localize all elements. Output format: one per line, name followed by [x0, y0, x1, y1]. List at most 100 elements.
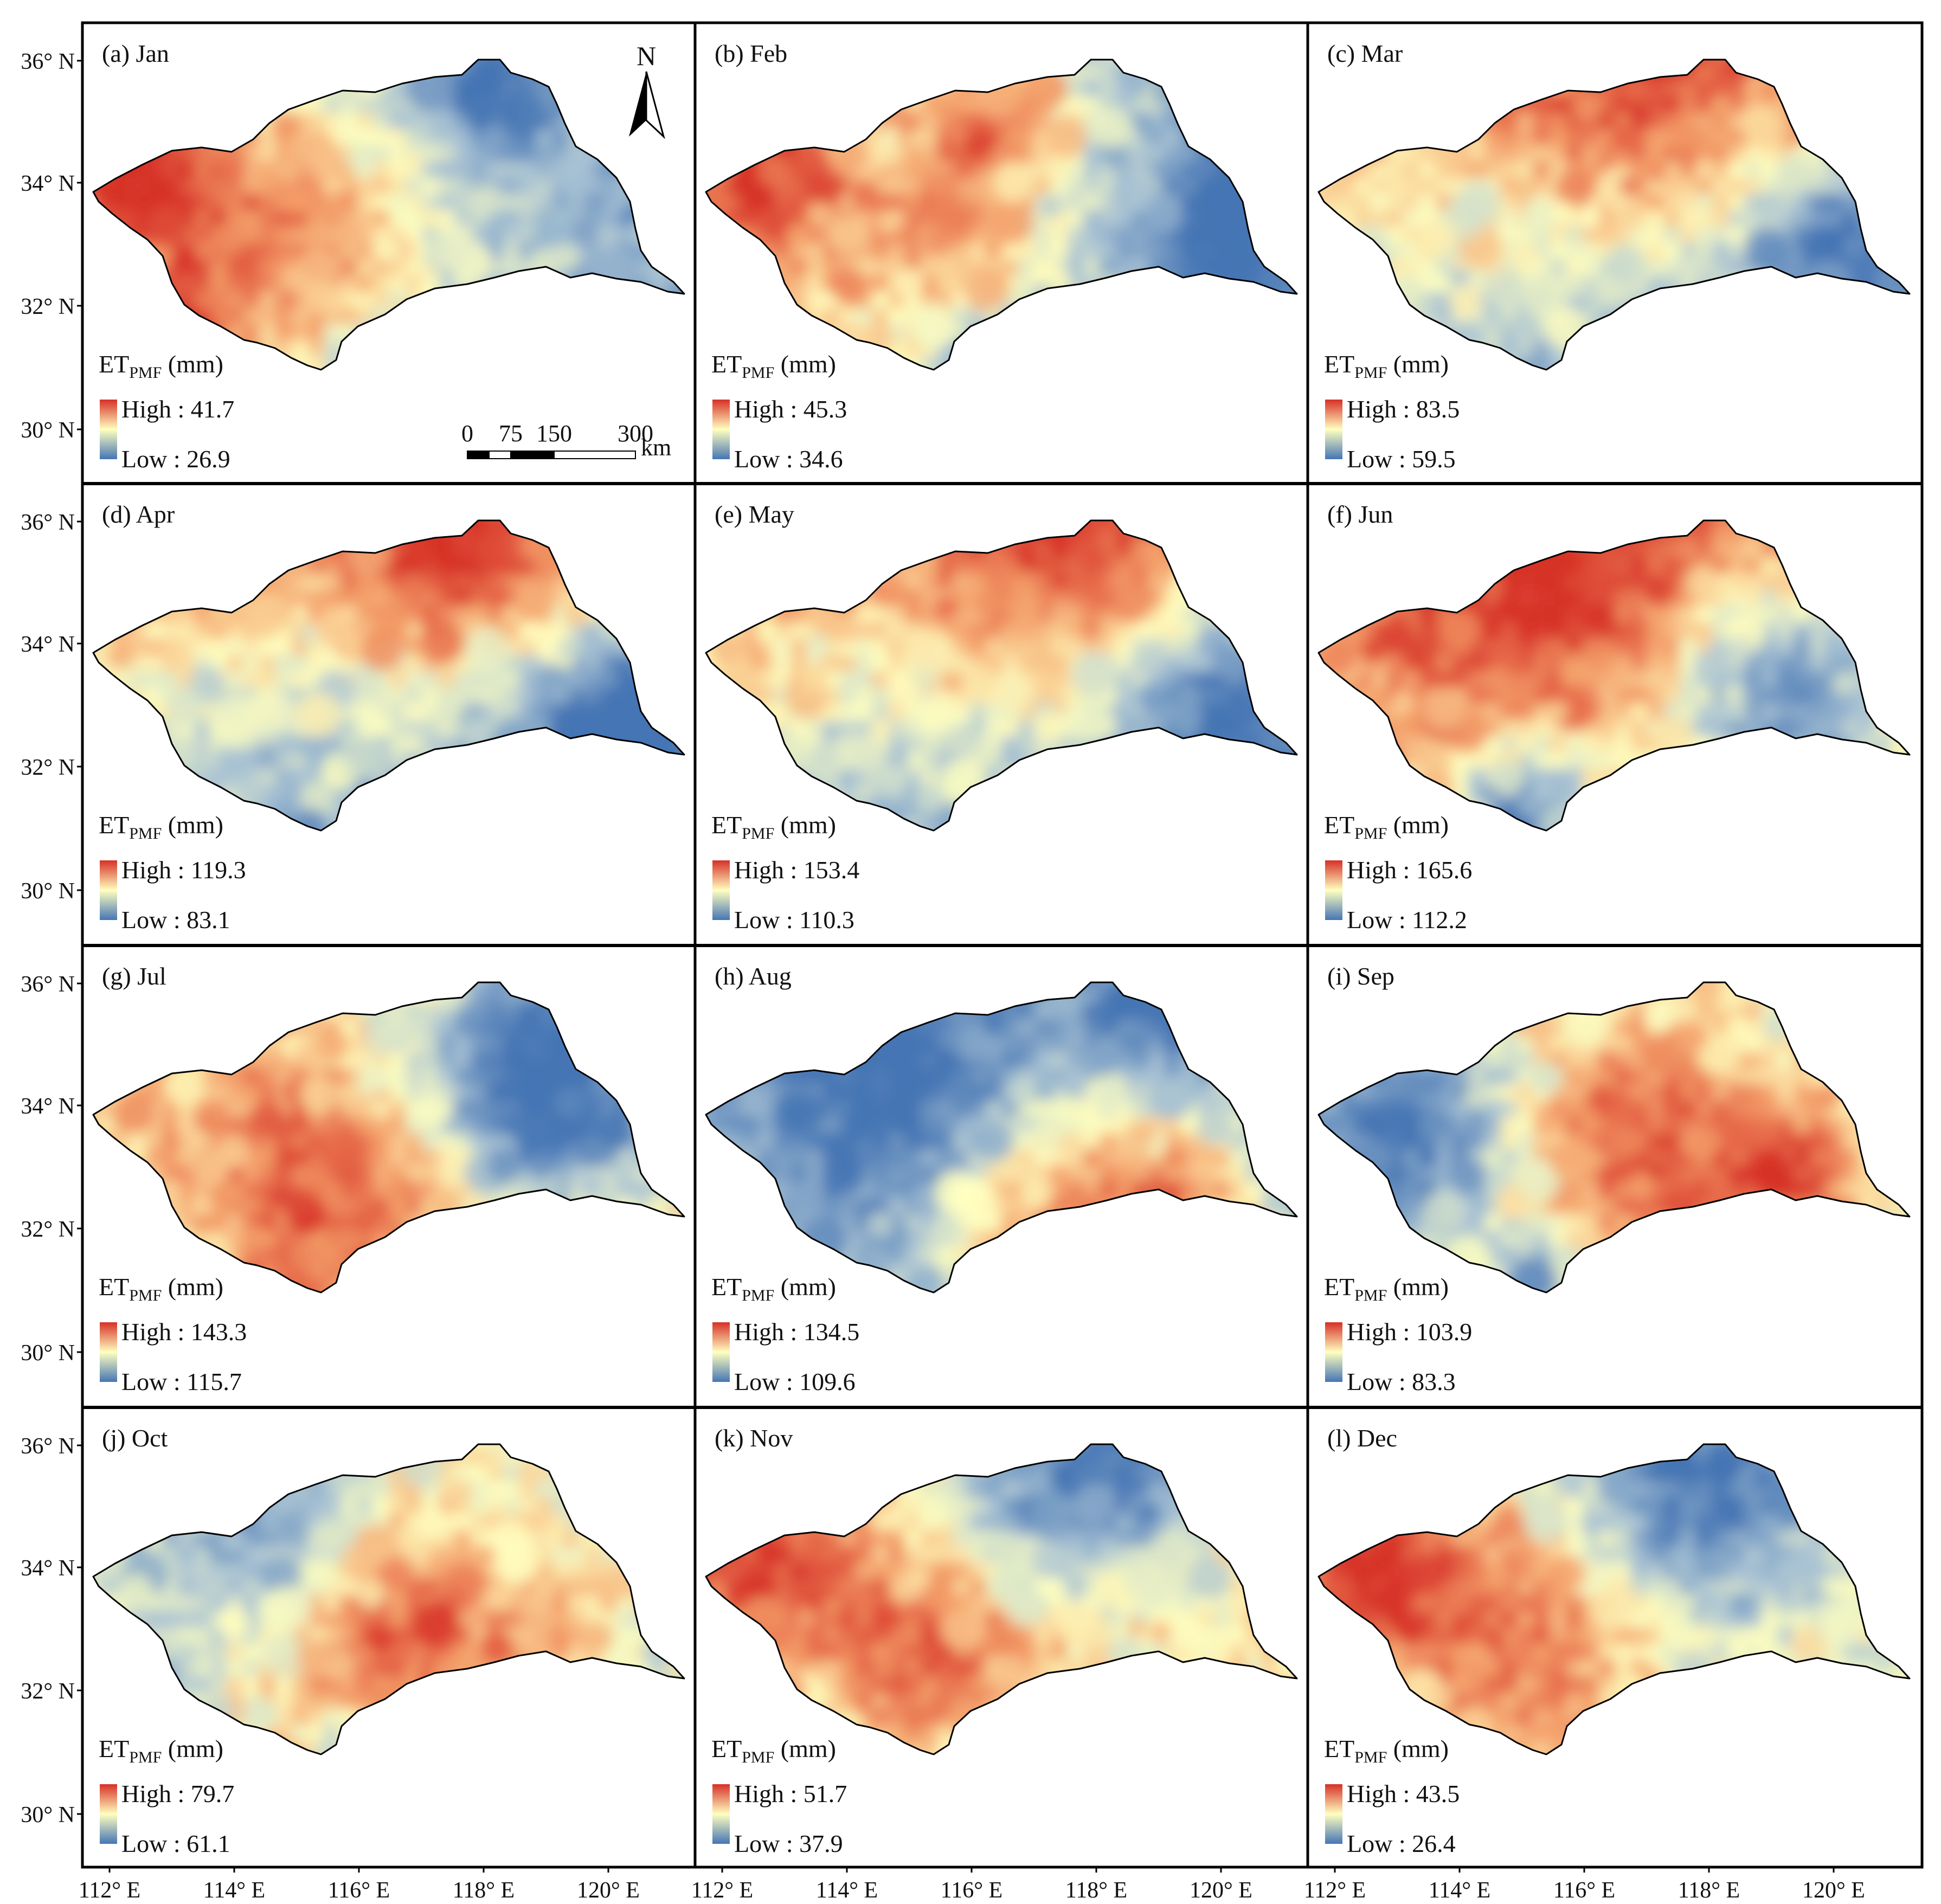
longitude-label: 116° E	[941, 1878, 1002, 1903]
legend-high-label: High : 51.7	[734, 1780, 847, 1807]
et-field-j	[93, 1444, 684, 1754]
scale-tick-label: 150	[536, 420, 572, 447]
latitude-label: 30° N	[21, 1341, 75, 1366]
latitude-label: 32° N	[21, 755, 75, 780]
longitude-label: 116° E	[1553, 1878, 1615, 1903]
basin-outline	[92, 1443, 685, 1755]
legend-title: ETPMF (mm)	[1324, 350, 1449, 382]
legend-title: ETPMF (mm)	[99, 811, 223, 842]
et-field-k	[706, 1444, 1297, 1754]
legend-high-label: High : 165.6	[1347, 856, 1472, 884]
legend-low-label: Low : 115.7	[121, 1368, 242, 1395]
longitude-label: 118° E	[1065, 1878, 1127, 1903]
basin-outline	[1317, 981, 1911, 1294]
panel-title-h: (h) Aug	[715, 962, 792, 990]
basin-outline	[1317, 59, 1911, 371]
legend-colorbar	[1325, 1322, 1342, 1382]
panel-title-f: (f) Jun	[1327, 500, 1393, 528]
panel-title-d: (d) Apr	[102, 500, 175, 528]
legend-low-label: Low : 61.1	[121, 1830, 230, 1857]
legend-colorbar	[1325, 400, 1342, 459]
panel-title-e: (e) May	[715, 500, 794, 528]
basin-outline	[1317, 1443, 1911, 1755]
map-panel-k: (k) Nov ETPMF (mm) High : 51.7 Low : 37.9	[705, 1424, 1298, 1857]
legend-low-label: Low : 112.2	[1347, 906, 1467, 934]
scale-tick-label: 300	[618, 420, 653, 447]
legend-title: ETPMF (mm)	[1324, 1273, 1449, 1304]
legend-high-label: High : 45.3	[734, 395, 847, 423]
et-field-d	[93, 520, 684, 831]
latitude-label: 30° N	[21, 879, 75, 904]
north-arrow-icon: N	[629, 41, 665, 139]
legend-low-label: Low : 83.3	[1347, 1368, 1456, 1395]
legend-high-label: High : 79.7	[121, 1780, 234, 1807]
basin-outline	[705, 519, 1298, 832]
map-panel-f: (f) Jun ETPMF (mm) High : 165.6 Low : 112.2	[1317, 500, 1911, 934]
panel-title-b: (b) Feb	[715, 40, 787, 67]
latitude-label: 36° N	[21, 1434, 75, 1459]
map-panel-i: (i) Sep ETPMF (mm) High : 103.9 Low : 83.3	[1317, 962, 1911, 1395]
basin-outline	[1317, 519, 1911, 832]
longitude-label: 120° E	[577, 1878, 640, 1903]
legend-colorbar	[712, 400, 730, 459]
legend-high-label: High : 103.9	[1347, 1318, 1472, 1346]
legend-colorbar	[100, 860, 117, 920]
legend-colorbar	[100, 1784, 117, 1844]
longitude-label: 112° E	[1304, 1878, 1366, 1903]
latitude-label: 30° N	[21, 418, 75, 443]
legend-low-label: Low : 26.4	[1347, 1830, 1456, 1857]
map-panel-a: (a) Jan ETPMF (mm) High : 41.7 Low : 26.9 N 0…	[92, 40, 685, 473]
legend-low-label: Low : 110.3	[734, 906, 854, 934]
panel-title-i: (i) Sep	[1327, 962, 1394, 990]
legend-colorbar	[712, 1784, 730, 1844]
map-panel-j: (j) Oct ETPMF (mm) High : 79.7 Low : 61.1	[92, 1424, 685, 1857]
panel-title-g: (g) Jul	[102, 962, 166, 990]
panel-title-j: (j) Oct	[102, 1424, 168, 1452]
map-panel-c: (c) Mar ETPMF (mm) High : 83.5 Low : 59.5	[1317, 40, 1911, 473]
latitude-label: 32° N	[21, 294, 75, 319]
latitude-label: 36° N	[21, 510, 75, 535]
latitude-label: 36° N	[21, 972, 75, 997]
legend-colorbar	[1325, 860, 1342, 920]
scale-tick-label: 75	[499, 420, 523, 447]
legend-high-label: High : 134.5	[734, 1318, 859, 1346]
legend-title: ETPMF (mm)	[1324, 811, 1449, 842]
panel-title-a: (a) Jan	[102, 40, 169, 67]
scale-unit-label: km	[641, 434, 671, 461]
legend-colorbar	[712, 860, 730, 920]
longitude-label: 120° E	[1190, 1878, 1252, 1903]
et-field-b	[706, 60, 1297, 370]
legend-title: ETPMF (mm)	[711, 811, 836, 842]
legend-colorbar	[1325, 1784, 1342, 1844]
latitude-label: 34° N	[21, 171, 75, 196]
latitude-label: 34° N	[21, 1556, 75, 1581]
et-field-c	[1319, 60, 1910, 370]
legend-high-label: High : 41.7	[121, 395, 234, 423]
latitude-label: 36° N	[21, 49, 75, 74]
map-panel-e: (e) May ETPMF (mm) High : 153.4 Low : 110.3	[705, 500, 1298, 934]
longitude-label: 116° E	[328, 1878, 390, 1903]
basin-outline	[705, 59, 1298, 371]
basin-outline	[92, 59, 685, 371]
et-field-a	[93, 60, 684, 370]
legend-high-label: High : 143.3	[121, 1318, 247, 1346]
legend-title: ETPMF (mm)	[711, 1273, 836, 1304]
longitude-label: 112° E	[79, 1878, 140, 1903]
et-field-l	[1319, 1444, 1910, 1754]
longitude-label: 112° E	[691, 1878, 753, 1903]
legend-low-label: Low : 26.9	[121, 445, 230, 473]
panel-title-c: (c) Mar	[1327, 40, 1403, 67]
et-field-f	[1319, 520, 1910, 831]
longitude-label: 118° E	[453, 1878, 515, 1903]
legend-high-label: High : 43.5	[1347, 1780, 1460, 1807]
latitude-label: 34° N	[21, 632, 75, 657]
legend-colorbar	[712, 1322, 730, 1382]
legend-title: ETPMF (mm)	[1324, 1735, 1449, 1766]
legend-high-label: High : 83.5	[1347, 395, 1460, 423]
legend-title: ETPMF (mm)	[711, 1735, 836, 1766]
panel-title-l: (l) Dec	[1327, 1424, 1397, 1452]
legend-low-label: Low : 83.1	[121, 906, 230, 934]
scale-tick-label: 0	[461, 420, 473, 447]
latitude-label: 32° N	[21, 1217, 75, 1242]
